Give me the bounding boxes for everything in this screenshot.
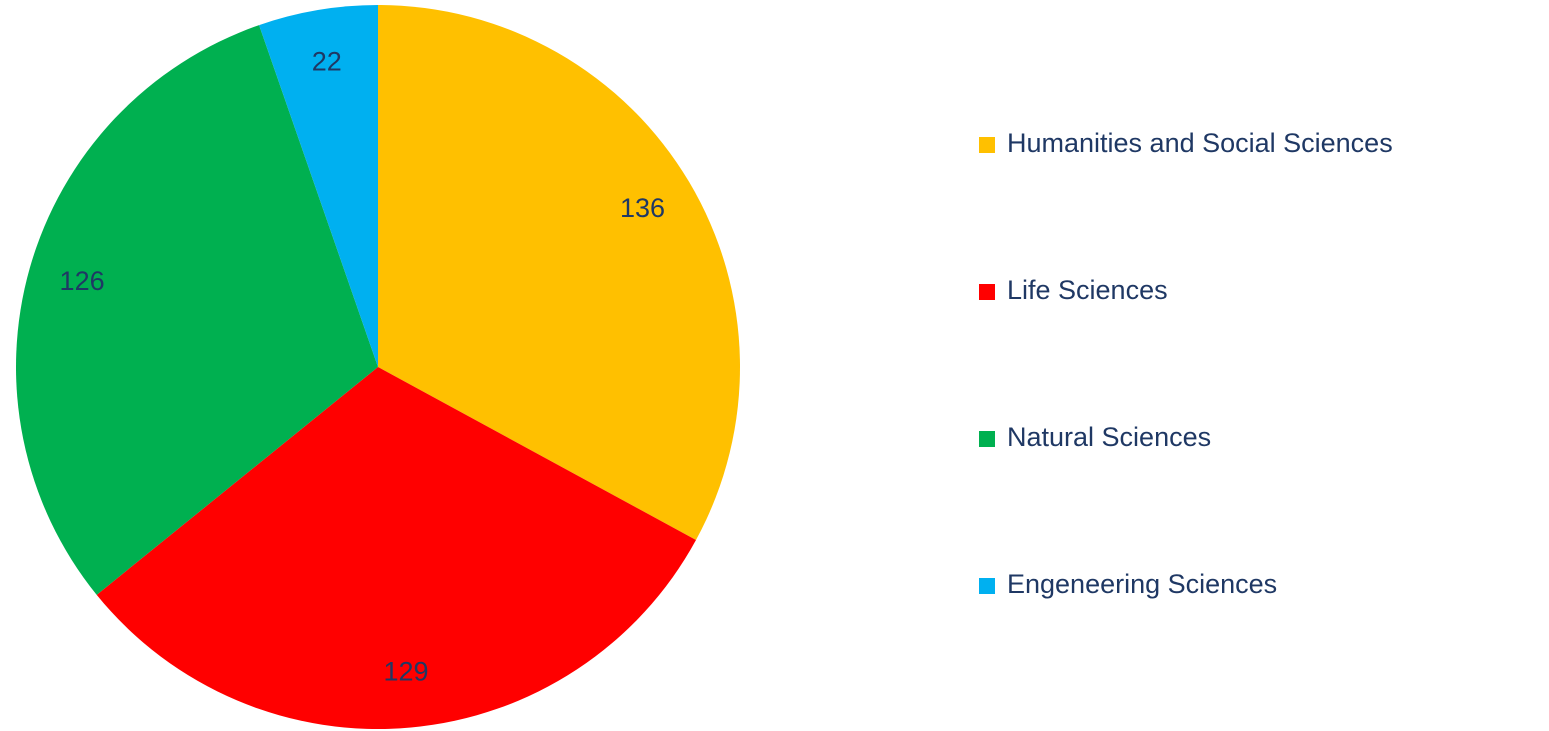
- legend-swatch: [979, 137, 995, 153]
- legend-label: Engeneering Sciences: [1007, 569, 1277, 599]
- pie-slice: [378, 5, 740, 540]
- legend-swatch: [979, 578, 995, 594]
- legend-swatch: [979, 431, 995, 447]
- legend-label: Natural Sciences: [1007, 422, 1211, 452]
- data-label: 126: [60, 266, 105, 296]
- data-label: 136: [620, 193, 665, 223]
- data-label: 129: [384, 657, 429, 687]
- legend-label: Humanities and Social Sciences: [1007, 128, 1393, 158]
- data-label: 22: [312, 47, 342, 77]
- legend-label: Life Sciences: [1007, 275, 1168, 305]
- pie-slice: [96, 367, 696, 729]
- pie-slice: [15, 25, 379, 595]
- pie-slice: [259, 5, 378, 367]
- legend-swatch: [979, 284, 995, 300]
